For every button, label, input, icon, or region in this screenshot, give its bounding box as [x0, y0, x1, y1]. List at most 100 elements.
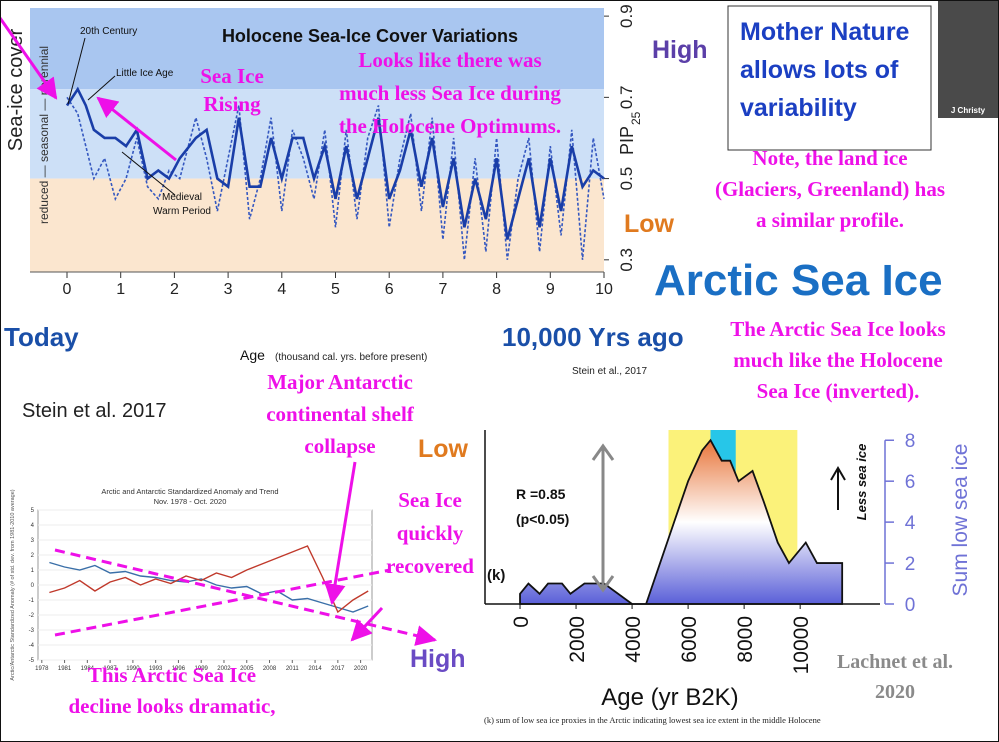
y-tick-label: 0: [31, 583, 35, 589]
comment: much like the Holocene: [733, 348, 942, 372]
x-tick-label: 10: [595, 281, 613, 298]
comment: Rising: [203, 92, 261, 116]
comment: recovered: [386, 554, 474, 578]
y-tick-label: 0: [905, 595, 916, 616]
comment: Looks like there was: [358, 48, 541, 72]
comment: the Holocene Optimums.: [339, 114, 561, 138]
x-tick-label: 9: [546, 281, 555, 298]
x-tick-label: 0: [510, 616, 533, 628]
chart-title: Holocene Sea-Ice Cover Variations: [222, 26, 518, 46]
source: Stein et al., 2017: [572, 366, 647, 377]
x-tick-label: 8000: [734, 616, 757, 663]
x-tick-label: 1: [116, 281, 125, 298]
comment: The Arctic Sea Ice looks: [730, 317, 945, 341]
y-tick-label: -5: [29, 658, 35, 664]
y-tick-label: 2: [31, 553, 35, 559]
slide-canvas: 0123456789100.30.50.70.9Holocene Sea-Ice…: [0, 0, 999, 742]
x-tick-label: 8: [492, 281, 501, 298]
x-tick-label: 7: [438, 281, 447, 298]
x-tick-label: 5: [331, 281, 340, 298]
source: 2020: [875, 681, 915, 703]
comment: This Arctic Sea Ice: [88, 663, 256, 687]
comment: decline looks dramatic,: [68, 694, 275, 718]
y-label: Sum low sea ice: [949, 444, 972, 597]
y-tick-label: 0.3: [617, 248, 636, 272]
x-tick-label: 2000: [566, 616, 589, 663]
y-label: Sea-ice cover: [5, 29, 27, 152]
comment: Sea Ice: [200, 64, 264, 88]
y-label: Arctic/Antarctic Standardized Anomaly (#…: [10, 489, 16, 680]
source: Lachnet et al.: [837, 651, 953, 673]
annotation: Little Ice Age: [116, 68, 174, 79]
annotation: (k): [487, 567, 505, 584]
x-tick-label: 6: [385, 281, 394, 298]
caption: (k) sum of low sea ice proxies in the Ar…: [484, 715, 821, 725]
annotation: (p<0.05): [516, 511, 569, 527]
comment: Sea Ice (inverted).: [757, 379, 920, 403]
chart-subtitle: Nov. 1978 - Oct. 2020: [154, 497, 227, 506]
y-tick-label: -2: [29, 613, 35, 619]
annotation: Warm Period: [153, 206, 211, 217]
y-tick-label: -1: [29, 598, 35, 604]
source: Stein et al. 2017: [22, 400, 167, 422]
x-tick-label: 2020: [354, 666, 368, 672]
x-tick-label: 0: [63, 281, 72, 298]
comment: collapse: [304, 434, 375, 458]
level-label: Low: [624, 210, 675, 238]
note-text: allows lots of: [740, 56, 899, 84]
comment: quickly: [397, 521, 464, 545]
speaker-name: J Christy: [951, 106, 986, 115]
comment: Note, the land ice: [752, 146, 907, 170]
level-label: High: [410, 645, 466, 673]
comment: much less Sea Ice during: [339, 81, 561, 105]
annotation: 20th Century: [80, 26, 137, 37]
y-tick-label: 6: [905, 472, 916, 493]
axis-end-label: 10,000 Yrs ago: [502, 322, 684, 352]
x-label: Age: [240, 347, 265, 363]
band: [30, 179, 604, 272]
annotation: R =0.85: [516, 486, 566, 502]
x-tick-label: 4000: [622, 616, 645, 663]
note-text: variability: [740, 94, 857, 122]
note-text: Mother Nature: [740, 18, 910, 46]
slide: 0123456789100.30.50.70.9Holocene Sea-Ice…: [0, 0, 999, 742]
y-tick-label: 0.5: [617, 167, 636, 191]
level-label: Low: [418, 435, 469, 463]
x-tick-label: 1978: [35, 666, 49, 672]
y-tick-label: 2: [905, 554, 916, 575]
comment: (Glaciers, Greenland) has: [715, 177, 945, 201]
y-tick-label: -4: [29, 643, 35, 649]
y-tick-label: 3: [31, 538, 35, 544]
annotation: Less sea ice: [854, 444, 869, 521]
y-tick-label: 5: [31, 508, 35, 514]
y-tick-label: 0.7: [617, 86, 636, 110]
x-tick-label: 3: [224, 281, 233, 298]
x-tick-label: 10000: [790, 616, 813, 674]
y-tick-label: 1: [31, 568, 35, 574]
y-tick-label: -3: [29, 628, 35, 634]
x-tick-label: 6000: [678, 616, 701, 663]
headline: Arctic Sea Ice: [654, 256, 943, 305]
x-tick-label: 4: [277, 281, 286, 298]
y-label-scale: reduced — seasonal — perennial: [37, 46, 51, 224]
y-tick-label: 4: [31, 523, 35, 529]
y-label-right: PIP: [617, 126, 637, 155]
x-tick-label: 2008: [263, 666, 277, 672]
speaker-video: [938, 0, 999, 118]
comment: a similar profile.: [756, 208, 904, 232]
annotation: Medieval: [162, 192, 202, 203]
x-label: Age (yr B2K): [601, 684, 738, 711]
x-tick-label: 2: [170, 281, 179, 298]
x-tick-label: 2014: [308, 666, 322, 672]
y-tick-label: 4: [905, 513, 916, 534]
comment: continental shelf: [266, 402, 415, 426]
y-label-right-sub: 25: [629, 111, 643, 125]
comment: Sea Ice: [398, 488, 462, 512]
y-tick-label: 0.9: [617, 4, 636, 28]
x-tick-label: 2011: [286, 666, 300, 672]
x-tick-label: 1981: [58, 666, 72, 672]
x-label-note: (thousand cal. yrs. before present): [275, 352, 427, 363]
level-label: High: [652, 36, 708, 64]
x-tick-label: 2017: [331, 666, 345, 672]
chart-title: Arctic and Antarctic Standardized Anomal…: [101, 487, 278, 496]
